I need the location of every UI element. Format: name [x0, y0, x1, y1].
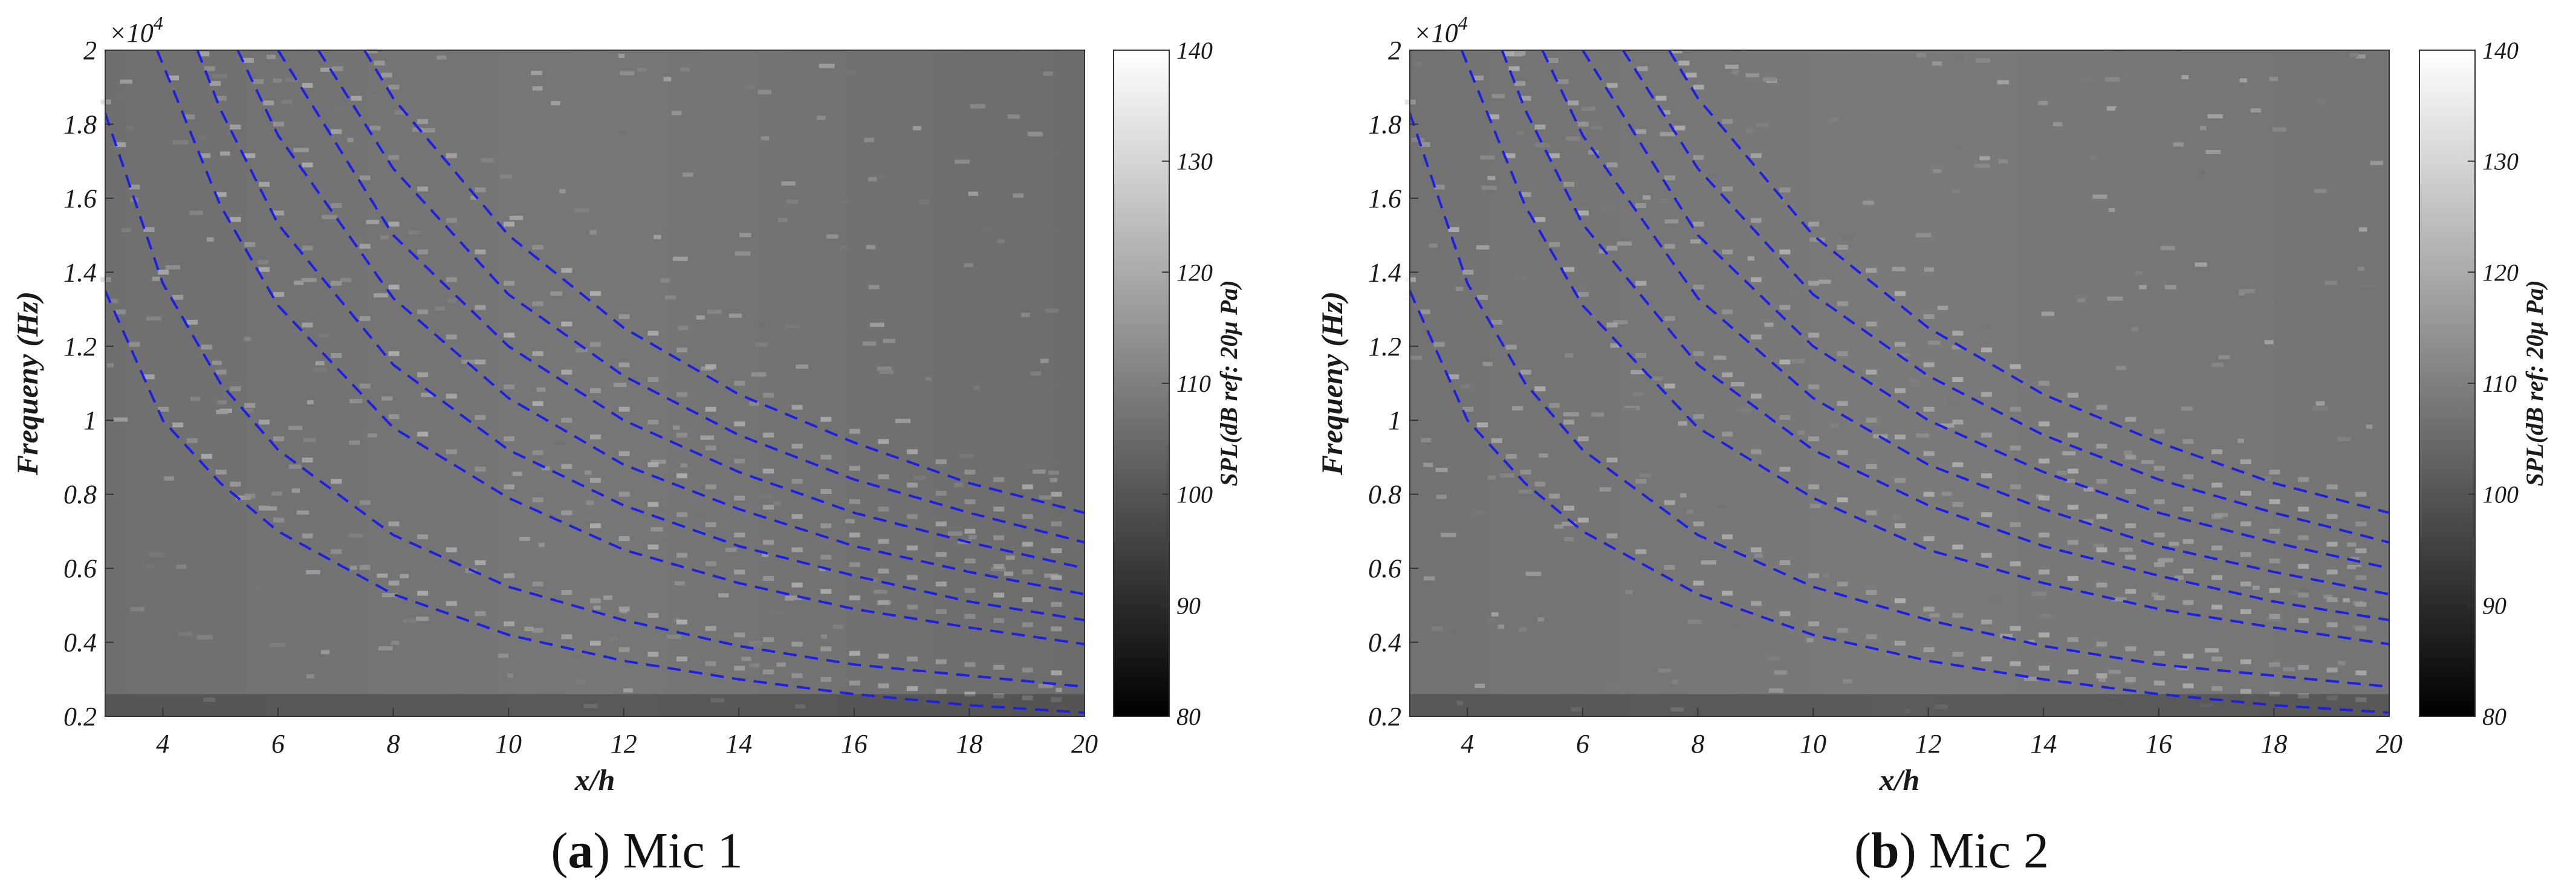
dashed-curve-6	[1582, 50, 2389, 570]
spectrogram-texture	[100, 48, 1062, 709]
colorbar-tick-label: 100	[2482, 481, 2519, 508]
dashed-curve-4	[196, 50, 1085, 621]
y-multiplier: ×104	[109, 12, 163, 48]
theory-curves	[1410, 50, 2389, 714]
colorbar-tick-label: 130	[1176, 148, 1213, 175]
colorbar-tick-label: 120	[2482, 259, 2519, 286]
y-tick-label: 1.4	[1368, 258, 1401, 287]
x-axis-label: x/h	[574, 763, 615, 797]
x-tick-label: 18	[2260, 729, 2287, 759]
plot-background	[1410, 50, 2389, 716]
x-tick-label: 4	[156, 729, 169, 759]
y-tick-label: 0.6	[1368, 554, 1401, 583]
colorbar-tick-label: 110	[1176, 370, 1211, 397]
y-tick-label: 1.8	[1368, 109, 1401, 139]
x-tick-label: 10	[1800, 729, 1826, 759]
y-tick-label: 0.4	[1368, 628, 1401, 658]
dashed-curve-5	[236, 50, 1085, 595]
colorbar	[2419, 50, 2476, 717]
theory-curves	[105, 50, 1085, 714]
colorbar-tick-label: 80	[1176, 703, 1201, 730]
y-axis-label: Frequeny (Hz)	[1315, 291, 1349, 476]
x-tick-label: 12	[611, 729, 637, 759]
axes-frame	[105, 50, 1085, 717]
dashed-curve-5	[1541, 50, 2389, 595]
dashed-curve-3	[155, 50, 1085, 646]
colorbar-label: SPL(dB ref: 20μ Pa)	[2521, 280, 2548, 486]
colorbar-tick-label: 90	[2482, 592, 2506, 619]
panel-caption: (a) Mic 1	[551, 823, 742, 879]
colorbar-tick-label: 100	[1176, 481, 1213, 508]
dashed-curve-1	[105, 290, 1085, 714]
y-tick-label: 2	[1388, 36, 1401, 65]
x-tick-label: 6	[271, 729, 285, 759]
y-tick-label: 1.6	[63, 184, 97, 213]
colorbar-tick-label: 110	[2482, 370, 2517, 397]
x-tick-label: 16	[2146, 729, 2172, 759]
x-tick-label: 6	[1576, 729, 1589, 759]
low-frequency-band	[1410, 694, 2389, 716]
dashed-curve-8	[363, 50, 1085, 514]
x-tick-label: 16	[841, 729, 868, 759]
y-tick-label: 1.2	[1368, 332, 1401, 361]
x-tick-label: 20	[2376, 729, 2402, 759]
x-tick-label: 14	[725, 729, 752, 759]
dashed-curve-2	[105, 112, 1085, 688]
dashed-curve-2	[1410, 112, 2389, 688]
x-tick-label: 12	[1915, 729, 1942, 759]
x-tick-label: 8	[1691, 729, 1704, 759]
panel-caption: (b) Mic 2	[1854, 823, 2049, 879]
y-tick-label: 1.4	[63, 258, 97, 287]
y-tick-label: 1.8	[63, 109, 97, 139]
colorbar-tick-label: 140	[2482, 37, 2519, 64]
y-tick-label: 1.2	[63, 332, 97, 361]
y-multiplier: ×104	[1413, 12, 1468, 48]
dashed-curve-1	[1410, 290, 2389, 714]
y-tick-label: 0.2	[1368, 702, 1401, 731]
plot-background	[105, 50, 1085, 716]
y-tick-label: 1	[1388, 406, 1401, 435]
x-tick-label: 18	[956, 729, 982, 759]
y-tick-label: 2	[83, 36, 97, 65]
y-axis-label: Frequeny (Hz)	[10, 291, 44, 476]
axes-frame	[1409, 50, 2390, 717]
y-tick-label: 0.4	[63, 628, 97, 658]
colorbar-tick-label: 90	[1176, 592, 1201, 619]
colorbar-tick-label: 80	[2482, 703, 2506, 730]
dashed-curve-8	[1668, 50, 2389, 514]
dashed-curve-6	[277, 50, 1085, 570]
y-tick-label: 1.6	[1368, 184, 1401, 213]
x-axis-label: x/h	[1879, 763, 1920, 797]
panel-mic-2: 4 6 8 10 12 14 16 18 20 0.2 0.4 0.6 0.8 1 1.2 1.4 1.6 1.8…	[1315, 12, 2548, 879]
dashed-curve-4	[1501, 50, 2389, 621]
x-tick-label: 8	[386, 729, 400, 759]
colorbar-tick-label: 130	[2482, 148, 2519, 175]
colorbar-label: SPL(dB ref: 20μ Pa)	[1215, 280, 1242, 486]
panel-mic-1: 4 6 8 10 12 14 16 18 20 0.2 0.4 0.6 0.8 1 1.2 1.4 1.6 1.8…	[10, 12, 1242, 879]
colorbar-tick-label: 140	[1176, 37, 1213, 64]
y-tick-label: 1	[83, 406, 97, 435]
x-tick-label: 20	[1071, 729, 1098, 759]
colorbar	[1113, 50, 1170, 717]
x-tick-label: 4	[1461, 729, 1474, 759]
y-tick-label: 0.8	[1368, 480, 1401, 510]
y-tick-label: 0.2	[63, 702, 97, 731]
colorbar-tick-label: 120	[1176, 259, 1213, 286]
low-frequency-band	[105, 694, 1085, 716]
y-tick-label: 0.8	[63, 480, 97, 510]
x-tick-label: 14	[2030, 729, 2057, 759]
x-tick-label: 10	[495, 729, 522, 759]
y-tick-label: 0.6	[63, 554, 97, 583]
dashed-curve-3	[1460, 50, 2389, 646]
spectrogram-texture	[1405, 48, 2383, 713]
